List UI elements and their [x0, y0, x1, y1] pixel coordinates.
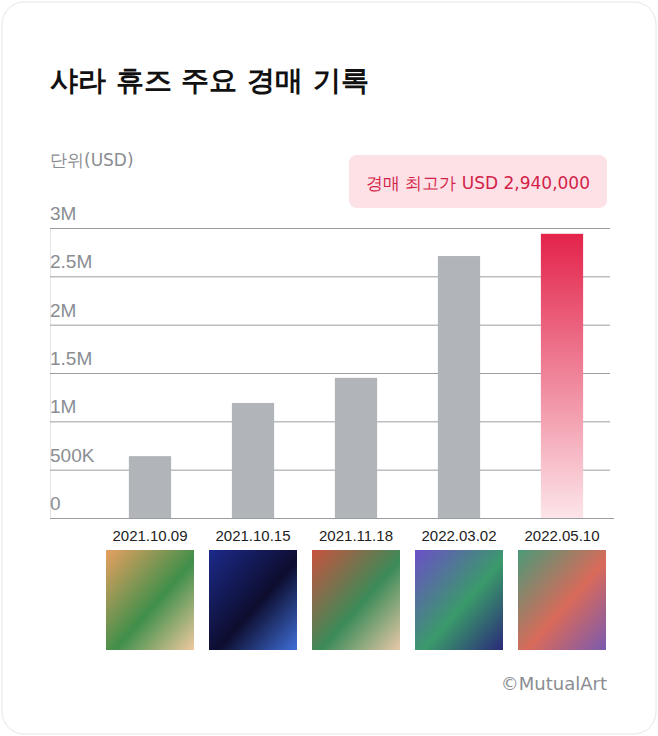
- y-tick: 3M: [50, 203, 610, 229]
- title: 샤라 휴즈 주요 경매 기록: [50, 64, 369, 97]
- x-tick: 2022.05.10: [524, 518, 599, 544]
- thumbnail: [209, 550, 297, 650]
- thumbnail: [518, 550, 606, 650]
- y-tick: 2.5M: [50, 251, 610, 277]
- source: ©MutualArt: [501, 673, 607, 694]
- thumbnail: [106, 550, 194, 650]
- x-tick-label: 2021.11.18: [319, 527, 393, 544]
- x-tick: 2021.11.18: [319, 518, 393, 544]
- annotation-text: 경매 최고가 USD 2,940,000: [366, 173, 590, 193]
- thumbnail: [312, 550, 400, 650]
- y-tick-label: 500K: [50, 445, 95, 466]
- x-tick-label: 2021.10.09: [112, 527, 187, 544]
- x-axis-line: [99, 518, 614, 519]
- thumbnails: [106, 550, 606, 650]
- grid-line: [50, 373, 610, 374]
- y-tick: 1.5M: [50, 348, 610, 374]
- x-tick-label: 2022.05.10: [524, 527, 599, 544]
- grid-line: [50, 325, 610, 326]
- thumbnail: [415, 550, 503, 650]
- bar: [438, 256, 480, 518]
- y-tick: 2M: [50, 300, 610, 326]
- bars: [129, 234, 583, 518]
- y-tick-label: 2M: [50, 300, 76, 321]
- bar: [335, 378, 377, 518]
- card: [2, 2, 656, 734]
- grid-line: [50, 228, 610, 229]
- grid-line: [50, 276, 610, 277]
- x-tick-label: 2021.10.15: [215, 527, 290, 544]
- bar: [541, 234, 583, 518]
- bar: [129, 456, 171, 518]
- x-tick: 2022.03.02: [421, 518, 496, 544]
- x-axis: 2021.10.09 2021.10.15 2021.11.18 2022.03.02…: [99, 518, 614, 544]
- chart: 샤라 휴즈 주요 경매 기록단위(USD) 경매 최고가 USD 2,940,00…: [0, 0, 658, 736]
- grid-line: [50, 421, 610, 422]
- x-tick: 2021.10.09: [112, 518, 187, 544]
- y-tick-label: 2.5M: [50, 251, 92, 272]
- x-tick-label: 2022.03.02: [421, 527, 496, 544]
- y-label: 단위(USD): [50, 150, 134, 170]
- y-tick-label: 3M: [50, 203, 76, 224]
- y-tick-label: 1M: [50, 396, 76, 417]
- y-axis: 0 500K 1M 1.5M 2M 2.5M 3M: [50, 203, 610, 519]
- annotation-box: [349, 155, 607, 208]
- y-tick-label: 0: [50, 493, 61, 514]
- y-tick-label: 1.5M: [50, 348, 92, 369]
- x-tick: 2021.10.15: [215, 518, 290, 544]
- bar: [232, 403, 274, 518]
- annotation: 경매 최고가 USD 2,940,000: [349, 155, 607, 208]
- y-tick: 1M: [50, 396, 610, 422]
